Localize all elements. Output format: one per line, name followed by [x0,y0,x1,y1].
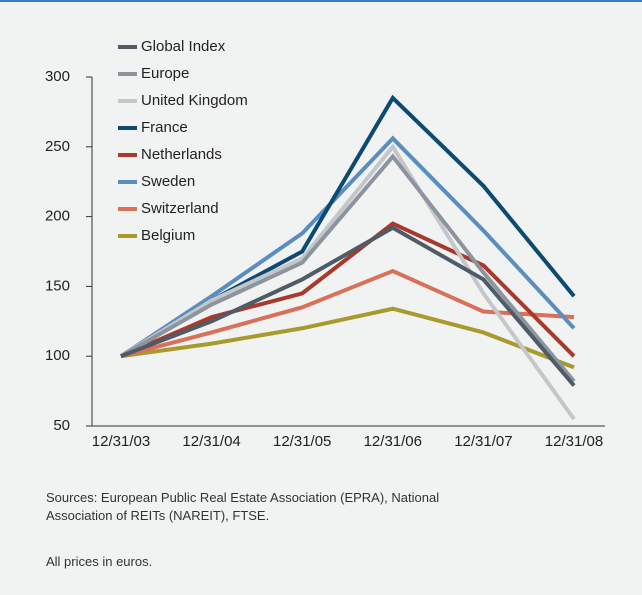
x-tick-label: 12/31/07 [454,433,512,450]
series-line [120,221,576,359]
x-tick-label: 12/31/06 [364,433,422,450]
y-tick-label: 300 [45,68,70,85]
x-tick-label: 12/31/08 [545,433,603,450]
legend-label: Sweden [141,173,195,190]
series-line [120,225,576,387]
x-tick-label: 12/31/05 [273,433,331,450]
note: All prices in euros. [46,554,153,569]
series-line [120,306,575,370]
legend-label: Switzerland [141,200,219,217]
legend-label: Europe [141,65,189,82]
legend-label: Netherlands [141,146,222,163]
y-tick-label: 200 [45,208,70,225]
series-line [120,153,576,383]
series-line [119,135,576,358]
legend-label: United Kingdom [141,92,248,109]
y-tick-label: 150 [45,277,70,294]
y-tick-label: 50 [53,417,70,434]
series-line [119,143,576,421]
sources: Sources: European Public Real Estate Ass… [46,490,440,523]
y-tick-label: 100 [45,347,70,364]
y-tick-label: 250 [45,138,70,155]
x-tick-label: 12/31/04 [182,433,240,450]
legend-label: Belgium [141,227,195,244]
x-tick-label: 12/31/03 [92,433,150,450]
legend-label: Global Index [141,38,226,55]
legend-label: France [141,119,188,136]
